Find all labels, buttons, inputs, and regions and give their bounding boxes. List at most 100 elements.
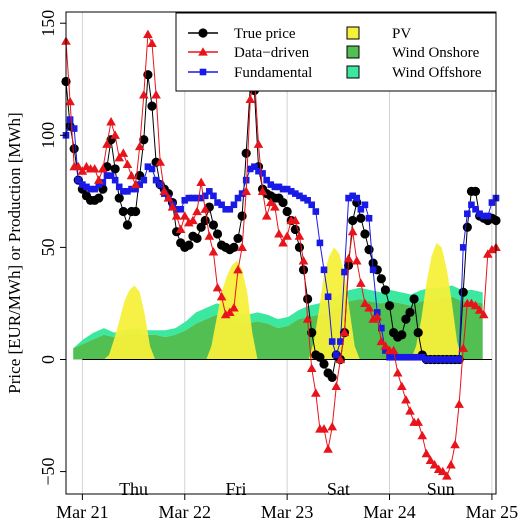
data-driven-point [184,217,194,227]
data-driven-point [200,204,211,213]
true-price-point [233,233,243,244]
pv-area [73,242,483,360]
true-price-point [397,330,407,340]
data-driven-point [282,231,292,240]
data-driven-point [470,300,481,310]
true-price-point [364,245,374,255]
legend-label: Wind Offshore [392,65,482,81]
fundamental-point [353,194,361,202]
fundamental-point [107,172,115,179]
data-driven-point [229,303,239,312]
data-driven-point [196,177,206,186]
true-price-point [303,294,313,304]
fundamental-point [230,201,238,209]
data-driven-point [171,211,182,220]
data-driven-point [139,90,149,99]
fundamental-point [304,197,311,204]
fundamental-point [427,356,434,363]
true-price-point [282,206,292,217]
data-driven-point [220,309,231,319]
fundamental-point [132,185,139,193]
data-driven-point [106,117,116,126]
fundamental-point [242,176,250,184]
data-driven-point [110,130,120,139]
fundamental-point [128,185,135,193]
true-price-point [94,193,104,203]
fundamental-point [267,181,275,188]
true-price-point [462,222,472,232]
data-driven-point [98,164,108,173]
data-driven-point [163,193,174,202]
fundamental-point [87,185,94,193]
fundamental-point [312,208,320,215]
true-price-point [241,148,251,158]
data-driven-point [155,157,165,166]
data-driven-point [458,343,469,352]
fundamental-point [337,338,344,345]
true-price-point [401,314,411,324]
fundamental-point [406,353,414,361]
legend: True price Data−driven Fundamental PV Wind O… [175,12,497,92]
data-driven-point [413,417,423,426]
fundamental-point [206,188,213,195]
fundamental-point [189,194,197,202]
data-driven-point [89,164,100,173]
data-driven-point [360,298,370,308]
data-driven-point [478,309,489,319]
fundamental-point [263,176,270,184]
legend-marker [199,68,207,76]
fundamental-point [136,181,144,188]
fundamental-point [316,239,324,247]
true-price-point [229,242,239,252]
fundamental-point [459,244,467,251]
data-driven-point [130,179,141,189]
grid-lines [81,12,493,494]
fundamental-point [152,176,160,184]
true-price-point [409,294,419,304]
legend-label: Wind Onshore [392,45,480,61]
fundamental-point [443,356,451,363]
data-driven-point [368,314,378,323]
data-driven-point [122,159,133,169]
fundamental-point [398,353,406,361]
data-driven-point [339,327,350,337]
fundamental-point [144,163,152,170]
true-price-point [110,164,120,174]
fundamental-point [365,214,373,222]
fundamental-point [251,163,258,170]
fundamental-point [296,192,303,200]
data-driven-point [118,148,129,157]
data-driven-point [380,341,391,350]
fundamental-point [308,201,316,209]
fundamental-point [156,181,164,188]
true-price-point [376,274,386,284]
true-price-point [294,242,305,252]
data-driven-point [290,215,301,225]
fundamental-point [300,194,307,202]
data-driven-point [212,282,223,292]
data-driven-point [450,439,460,449]
data-driven-point [192,206,202,216]
data-driven-point [147,38,157,47]
data-driven-point [421,448,432,458]
data-driven-point [167,202,178,211]
fundamental-point [361,201,369,209]
data-driven-point [425,455,436,464]
fundamental-point [140,176,148,184]
data-driven-point [372,312,383,321]
fundamental-point [439,356,447,363]
fundamental-point [390,353,397,361]
data-driven-point [331,381,342,390]
y-tick-label: 0 [38,355,58,364]
true-price-point [196,222,206,232]
data-driven-point [335,354,346,364]
true-price-point [327,372,337,383]
true-price-point [208,220,219,230]
y-tick-label: −50 [38,458,58,486]
data-driven-point [257,186,268,195]
data-driven-point [306,363,317,373]
data-driven-line [65,34,497,478]
legend-swatch [346,45,360,59]
data-driven-point [388,345,399,355]
data-driven-point [364,303,374,312]
